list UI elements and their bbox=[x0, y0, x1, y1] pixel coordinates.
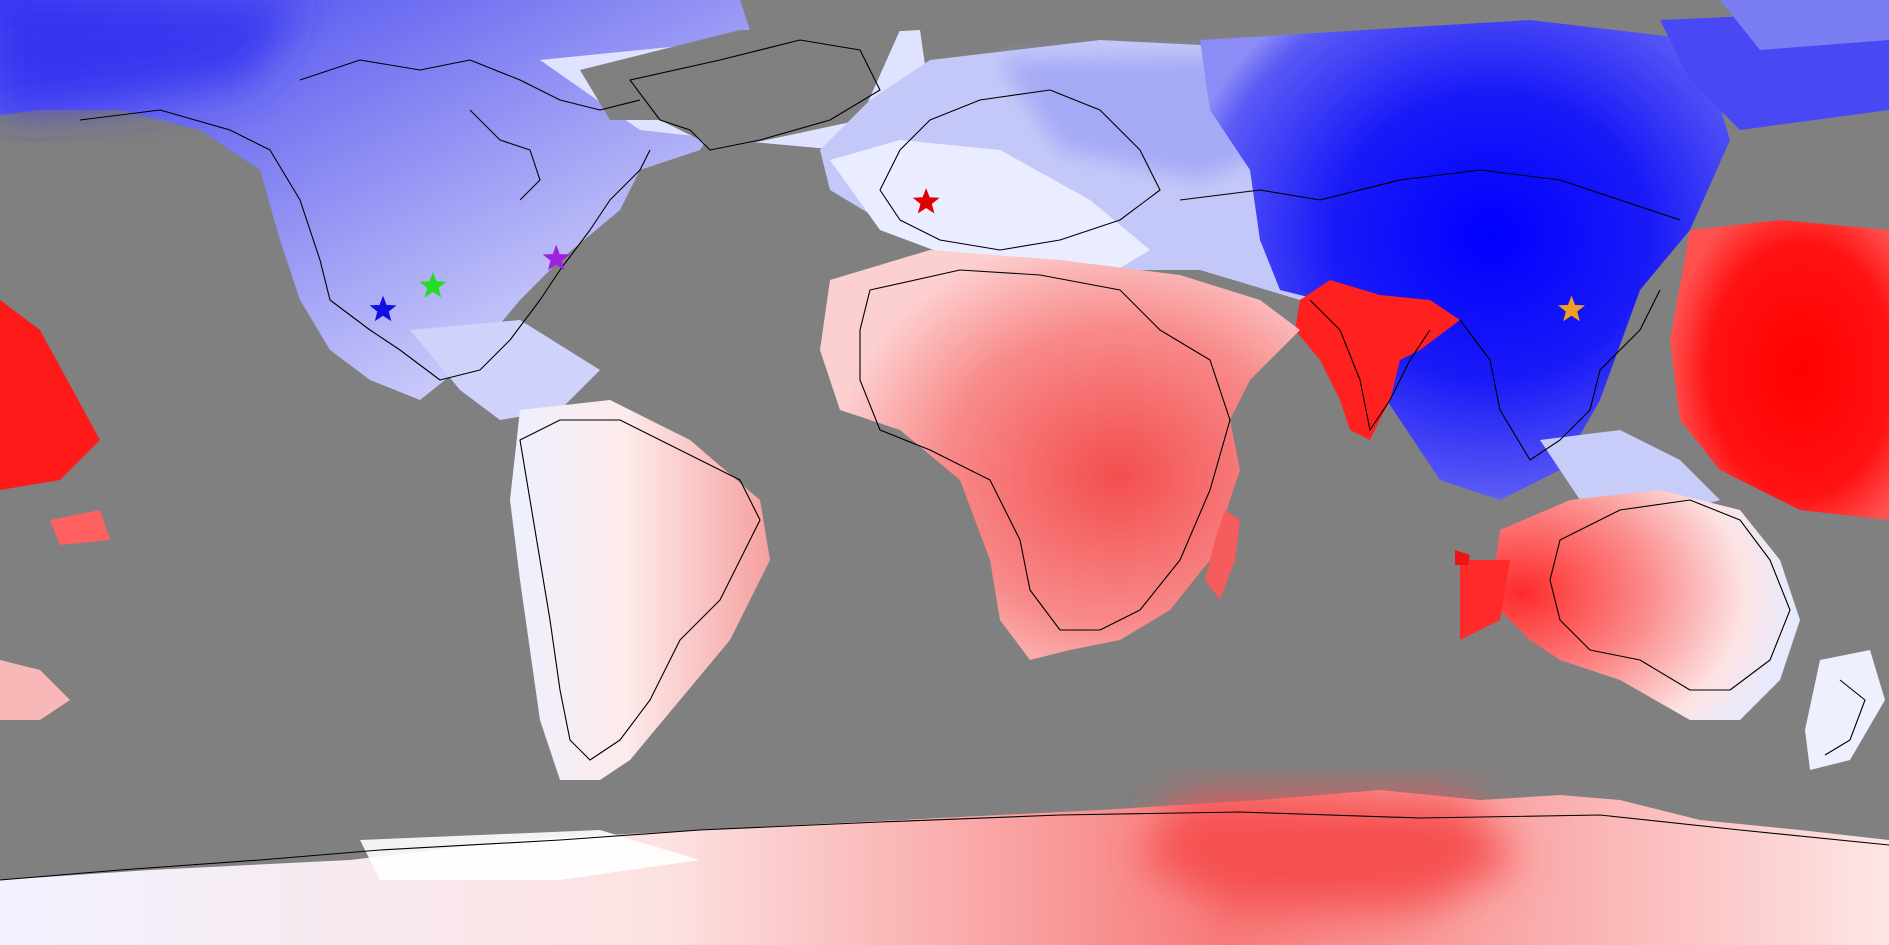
star-blue bbox=[369, 295, 397, 322]
field-pacific-west-small bbox=[50, 510, 110, 545]
star-orange bbox=[1558, 295, 1585, 322]
markers-layer bbox=[369, 187, 1585, 322]
field-india bbox=[1295, 280, 1460, 440]
star-red bbox=[912, 187, 940, 214]
field-south-america bbox=[510, 400, 770, 780]
field-antarctica bbox=[0, 790, 1889, 945]
field-africa bbox=[820, 250, 1300, 660]
star-purple bbox=[542, 244, 570, 271]
field-pacific-west bbox=[0, 300, 100, 490]
star-green bbox=[419, 271, 447, 298]
coastlines bbox=[0, 39, 1889, 881]
field-australia bbox=[1455, 490, 1800, 720]
field-new-zealand bbox=[1805, 650, 1885, 770]
field-pacific-southwest bbox=[0, 660, 70, 720]
field-central-america bbox=[410, 320, 600, 420]
field-nw-pacific bbox=[1670, 220, 1889, 520]
field-madagascar bbox=[1205, 510, 1240, 600]
